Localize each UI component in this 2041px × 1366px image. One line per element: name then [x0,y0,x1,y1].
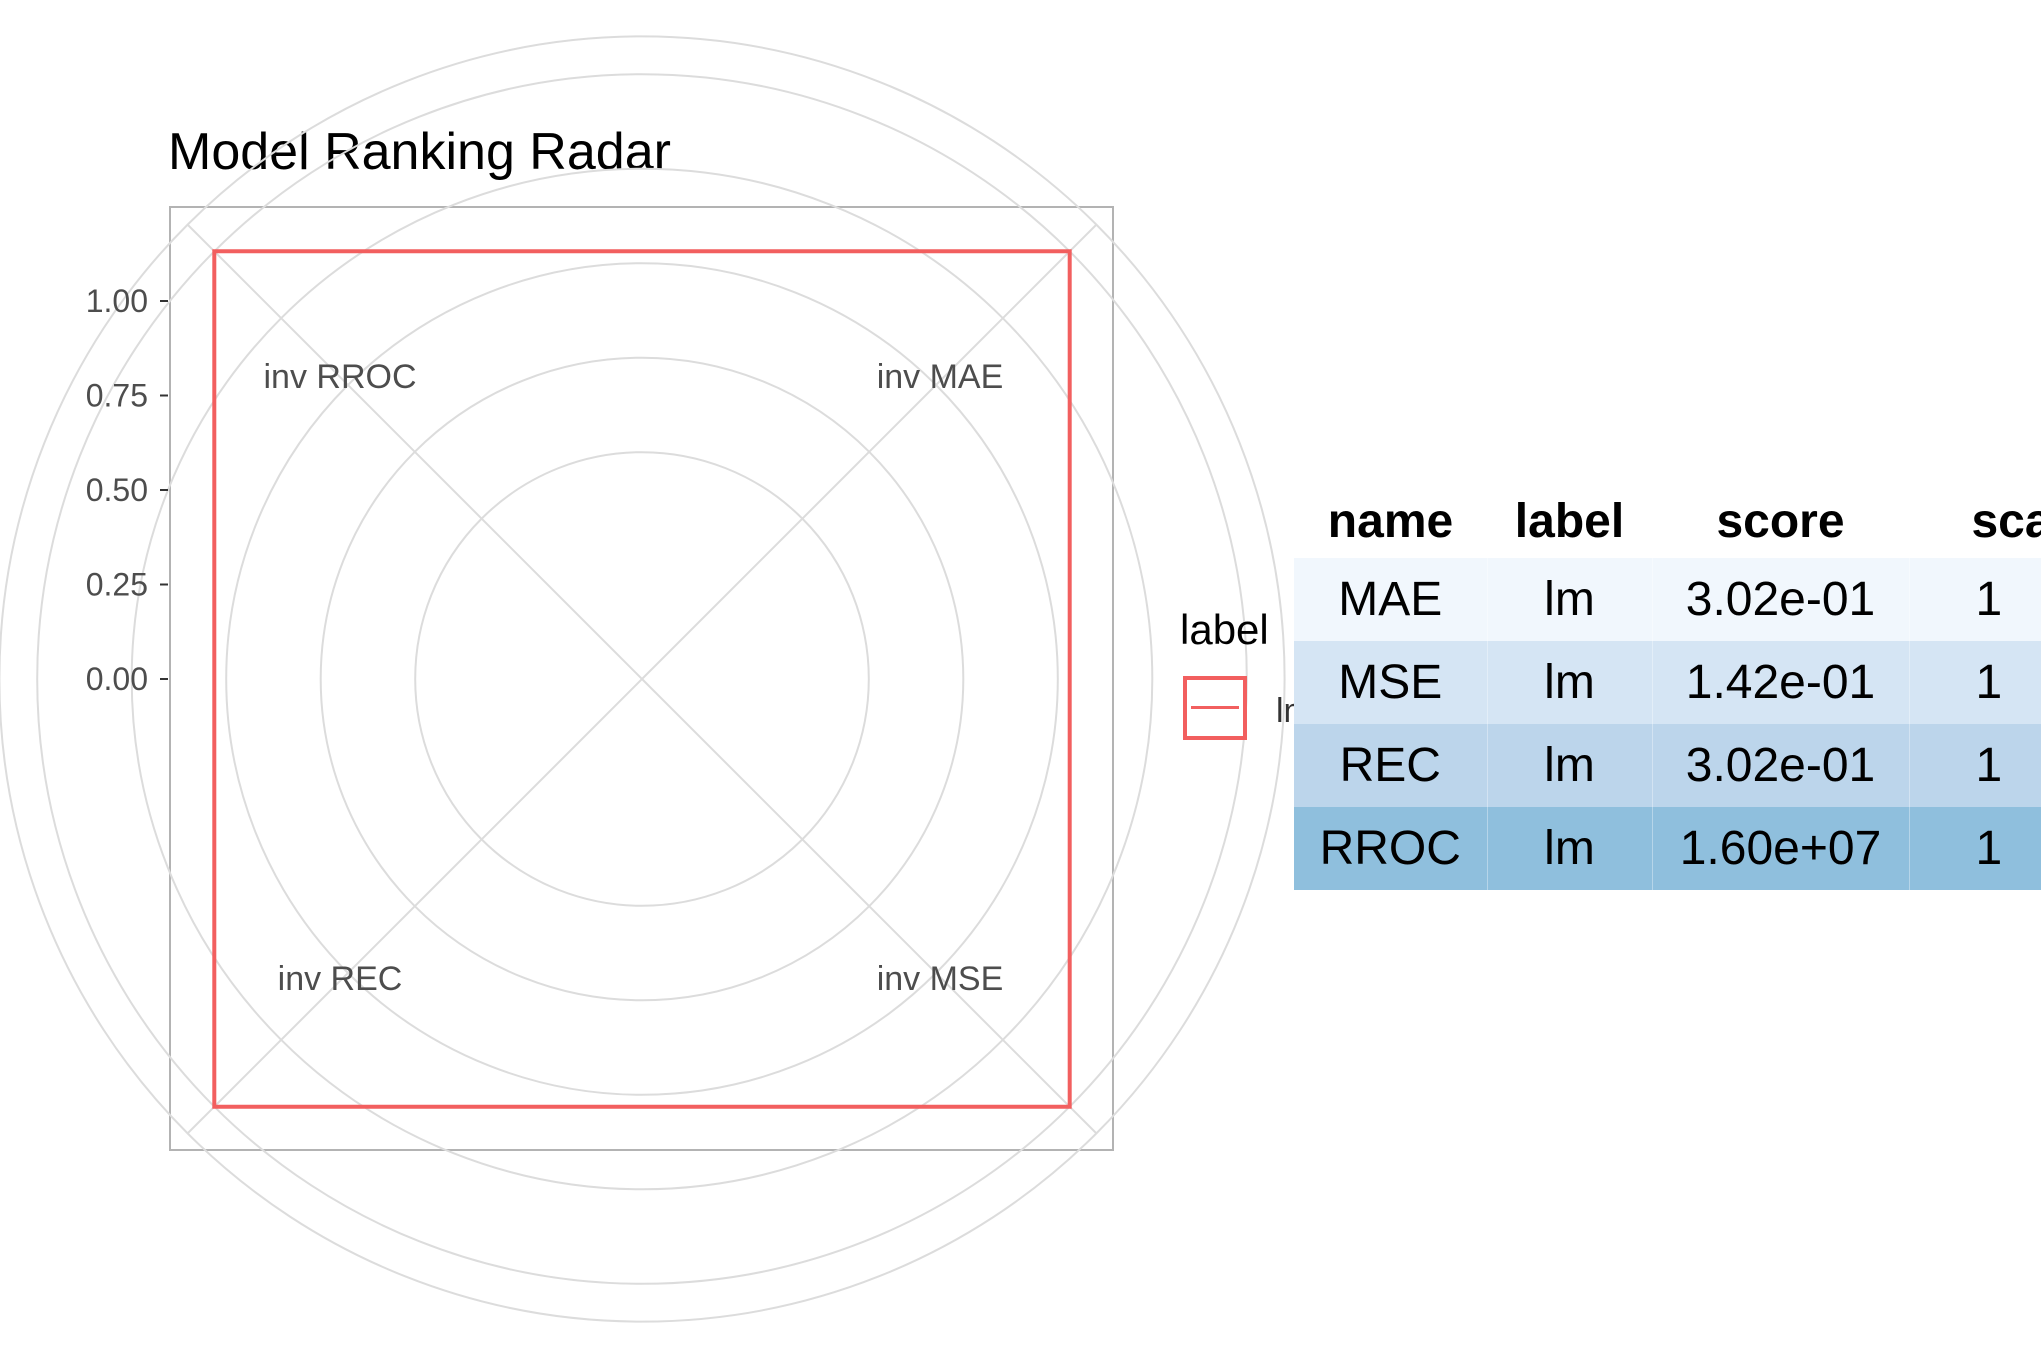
table-row: REC lm 3.02e-01 1 [1294,724,2041,807]
cell-scale: 1 [1909,558,2041,641]
legend-key-lm [1183,676,1247,740]
radial-tick-label-2: 0.50 [86,472,148,508]
panel-border [169,206,1114,1151]
score-table: name label score scale MAE lm 3.02e-01 1… [1294,484,2041,890]
spoke-3 [186,223,643,680]
axis-label-inv-mse: inv MSE [877,960,1004,998]
radial-tick-label-4: 0.00 [86,661,148,697]
cell-label: lm [1487,807,1653,890]
table-row: MSE lm 1.42e-01 1 [1294,641,2041,724]
cell-label: lm [1487,558,1653,641]
table-header-row: name label score scale [1294,484,2041,558]
radial-tick-label-3: 0.25 [86,567,148,603]
cell-name: MSE [1294,641,1488,724]
grid-circle-5 [0,35,1286,1323]
col-header-label: label [1487,484,1652,558]
spoke-1 [641,678,1098,1135]
cell-label: lm [1487,641,1653,724]
cell-name: MAE [1294,558,1488,641]
grid-circle-3 [319,356,965,1002]
radial-tick-label-1: 0.75 [86,378,148,414]
legend-title: label [1180,606,1269,653]
cell-scale: 1 [1909,807,2041,890]
spoke-2 [186,678,643,1135]
cell-name: REC [1294,724,1488,807]
grid-circle-2 [225,262,1059,1096]
col-header-name: name [1294,484,1487,558]
table-row: MAE lm 3.02e-01 1 [1294,558,2041,641]
cell-scale: 1 [1909,724,2041,807]
cell-score: 1.60e+07 [1652,807,1910,890]
axis-label-inv-rroc: inv RROC [263,358,416,396]
cell-score: 1.42e-01 [1652,641,1910,724]
grid-circle-1 [130,167,1154,1191]
col-header-score: score [1652,484,1909,558]
axis-label-inv-mae: inv MAE [877,358,1004,396]
cell-score: 3.02e-01 [1652,558,1910,641]
grid-circle-4 [414,451,870,907]
table-row: RROC lm 1.60e+07 1 [1294,807,2041,890]
axis-label-inv-rec: inv REC [278,960,403,998]
cell-label: lm [1487,724,1653,807]
col-header-scale: scale [1909,484,2041,558]
cell-name: RROC [1294,807,1488,890]
cell-scale: 1 [1909,641,2041,724]
radial-tick-label-0: 1.00 [86,283,148,319]
cell-score: 3.02e-01 [1652,724,1910,807]
spoke-0 [641,223,1098,680]
